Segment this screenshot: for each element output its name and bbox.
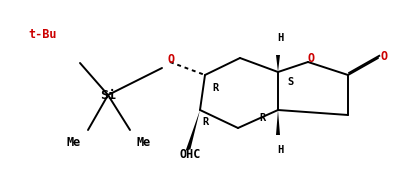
Text: Si: Si xyxy=(100,88,116,102)
Text: t-Bu: t-Bu xyxy=(29,28,57,41)
Polygon shape xyxy=(276,110,280,135)
Text: S: S xyxy=(287,77,293,87)
Polygon shape xyxy=(276,55,280,72)
Text: O: O xyxy=(307,51,315,65)
Text: R: R xyxy=(259,113,265,123)
Text: Me: Me xyxy=(137,135,151,149)
Text: Me: Me xyxy=(67,135,81,149)
Text: R: R xyxy=(202,117,208,127)
Text: O: O xyxy=(167,53,175,65)
Text: OHC: OHC xyxy=(179,147,201,161)
Text: H: H xyxy=(277,145,283,155)
Polygon shape xyxy=(185,110,200,151)
Text: O: O xyxy=(380,50,388,63)
Text: R: R xyxy=(212,83,218,93)
Text: H: H xyxy=(277,33,283,43)
